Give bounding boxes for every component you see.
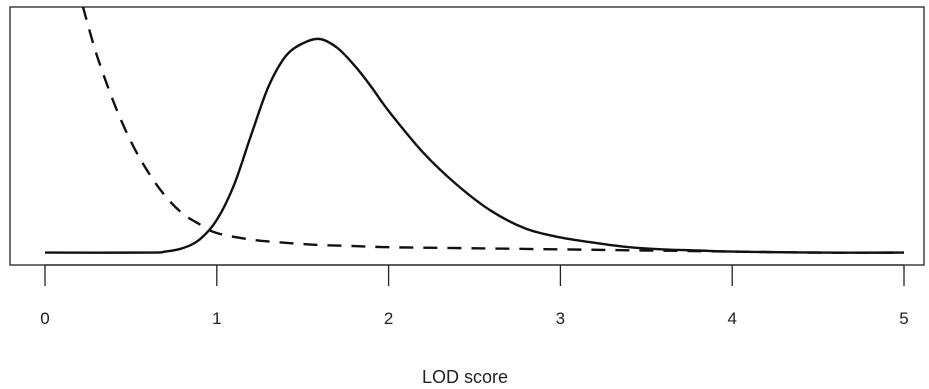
x-axis-label: LOD score bbox=[422, 367, 508, 387]
series-line-solid bbox=[44, 37, 905, 254]
x-tick-label: 4 bbox=[727, 309, 736, 328]
x-tick-label: 2 bbox=[384, 309, 393, 328]
x-tick-label: 5 bbox=[899, 309, 908, 328]
plot-frame bbox=[9, 6, 925, 266]
x-tick-label: 0 bbox=[40, 309, 49, 328]
series-line-dashed bbox=[81, 7, 905, 254]
x-tick-label: 1 bbox=[212, 309, 221, 328]
series-layer bbox=[44, 7, 905, 254]
x-tick-label: 3 bbox=[556, 309, 565, 328]
x-axis: 0 1 2 3 4 5 bbox=[40, 264, 909, 328]
